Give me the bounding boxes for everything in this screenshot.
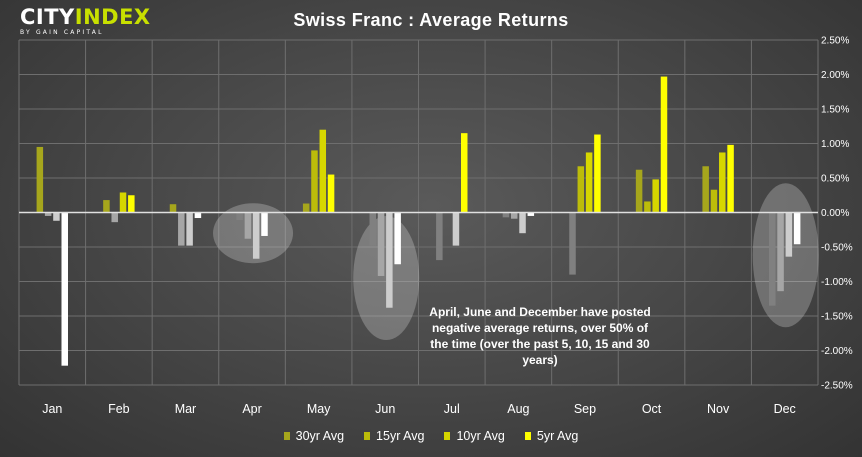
bar-jun-5yr-avg [394, 212, 401, 265]
bars [36, 76, 801, 366]
bar-sep-10yr-avg [585, 152, 593, 213]
y-tick-label: -2.50% [821, 381, 853, 392]
bar-dec-15yr-avg [777, 212, 784, 292]
legend-label: 5yr Avg [536, 429, 579, 443]
bar-oct-15yr-avg [644, 201, 651, 213]
bar-feb-5yr-avg [128, 195, 135, 213]
bar-feb-30yr-avg [103, 200, 110, 213]
bar-jul-5yr-avg [460, 133, 468, 213]
bar-jul-10yr-avg [452, 212, 460, 246]
legend-item: 15yr Avg [364, 429, 424, 443]
x-tick-label: Jun [375, 402, 395, 416]
legend-label: 10yr Avg [456, 429, 505, 443]
bar-dec-30yr-avg [769, 212, 776, 306]
bar-jan-30yr-avg [36, 146, 44, 213]
bar-sep-30yr-avg [569, 212, 576, 275]
chart-title: Swiss Franc : Average Returns [293, 10, 569, 30]
y-tick-label: 1.50% [821, 105, 849, 116]
logo-tagline: BY GAIN CAPITAL [20, 29, 104, 36]
bar-nov-30yr-avg [702, 166, 709, 213]
y-tick-label: 2.00% [821, 70, 849, 81]
legend-label: 30yr Avg [295, 429, 345, 443]
bar-sep-15yr-avg [577, 166, 585, 213]
bar-may-30yr-avg [302, 203, 310, 213]
x-tick-label: Mar [175, 402, 197, 416]
y-tick-label: -0.50% [821, 243, 853, 254]
x-tick-label: May [307, 402, 331, 416]
bar-nov-10yr-avg [719, 152, 726, 213]
bar-may-10yr-avg [319, 129, 327, 213]
y-tick-label: 1.00% [821, 139, 849, 150]
x-tick-label: Nov [707, 402, 730, 416]
x-tick-label: Feb [108, 402, 130, 416]
bar-dec-10yr-avg [785, 212, 793, 257]
legend-item: 5yr Avg [524, 429, 579, 443]
y-tick-label: -1.00% [821, 277, 853, 288]
bar-nov-5yr-avg [727, 144, 734, 213]
y-tick-label: -1.50% [821, 312, 853, 323]
x-tick-label: Dec [774, 402, 796, 416]
bar-jul-30yr-avg [436, 212, 443, 261]
bar-mar-30yr-avg [169, 204, 177, 213]
legend-label: 15yr Avg [376, 429, 425, 443]
bar-sep-5yr-avg [594, 134, 601, 213]
chart-annotation: April, June and December have posted neg… [429, 305, 651, 367]
logo: CITYINDEX BY GAIN CAPITAL [20, 6, 151, 36]
y-tick-label: 0.00% [821, 208, 849, 219]
bar-jan-5yr-avg [61, 212, 68, 366]
bar-apr-10yr-avg [252, 212, 260, 259]
bar-aug-15yr-avg [510, 212, 518, 219]
x-tick-label: Apr [242, 402, 261, 416]
bar-jun-30yr-avg [369, 212, 377, 246]
bar-feb-15yr-avg [111, 212, 118, 223]
bar-aug-5yr-avg [527, 212, 535, 216]
legend-swatch [364, 432, 371, 440]
bar-mar-10yr-avg [186, 212, 193, 246]
bar-oct-5yr-avg [660, 76, 668, 213]
x-tick-label: Sep [574, 402, 596, 416]
bar-aug-30yr-avg [502, 212, 510, 218]
bar-jun-15yr-avg [377, 212, 385, 276]
y-tick-label: -2.00% [821, 346, 853, 357]
bar-aug-10yr-avg [519, 212, 526, 234]
bar-may-5yr-avg [327, 174, 335, 213]
bar-feb-10yr-avg [119, 192, 127, 213]
x-tick-label: Jan [42, 402, 62, 416]
legend-item: 10yr Avg [444, 429, 505, 443]
legend-item: 30yr Avg [283, 429, 345, 443]
legend: 30yr Avg 15yr Avg 10yr Avg 5yr Avg [0, 429, 862, 443]
y-tick-label: 0.50% [821, 174, 849, 185]
bar-mar-15yr-avg [178, 212, 185, 246]
x-tick-label: Aug [507, 402, 529, 416]
bar-dec-5yr-avg [793, 212, 801, 245]
bar-jan-15yr-avg [44, 212, 52, 216]
x-tick-label: Jul [444, 402, 460, 416]
bar-apr-15yr-avg [244, 212, 252, 239]
bar-apr-30yr-avg [236, 212, 243, 221]
x-tick-label: Oct [642, 402, 662, 416]
bar-oct-30yr-avg [635, 169, 643, 213]
legend-swatch [283, 432, 290, 440]
logo-wordmark: CITYINDEX [20, 5, 151, 29]
bar-mar-5yr-avg [194, 212, 202, 219]
bar-oct-10yr-avg [652, 179, 659, 213]
axes: 2.50% 2.00% 1.50% 1.00% 0.50% 0.00% -0.50% -1.0… [19, 36, 853, 416]
bar-jan-10yr-avg [53, 212, 60, 221]
legend-swatch [444, 432, 451, 440]
bar-may-15yr-avg [311, 150, 318, 213]
bar-jun-10yr-avg [386, 212, 393, 308]
y-tick-label: 2.50% [821, 36, 849, 47]
bar-nov-15yr-avg [710, 189, 718, 213]
legend-swatch [524, 432, 531, 440]
bar-apr-5yr-avg [261, 212, 268, 236]
